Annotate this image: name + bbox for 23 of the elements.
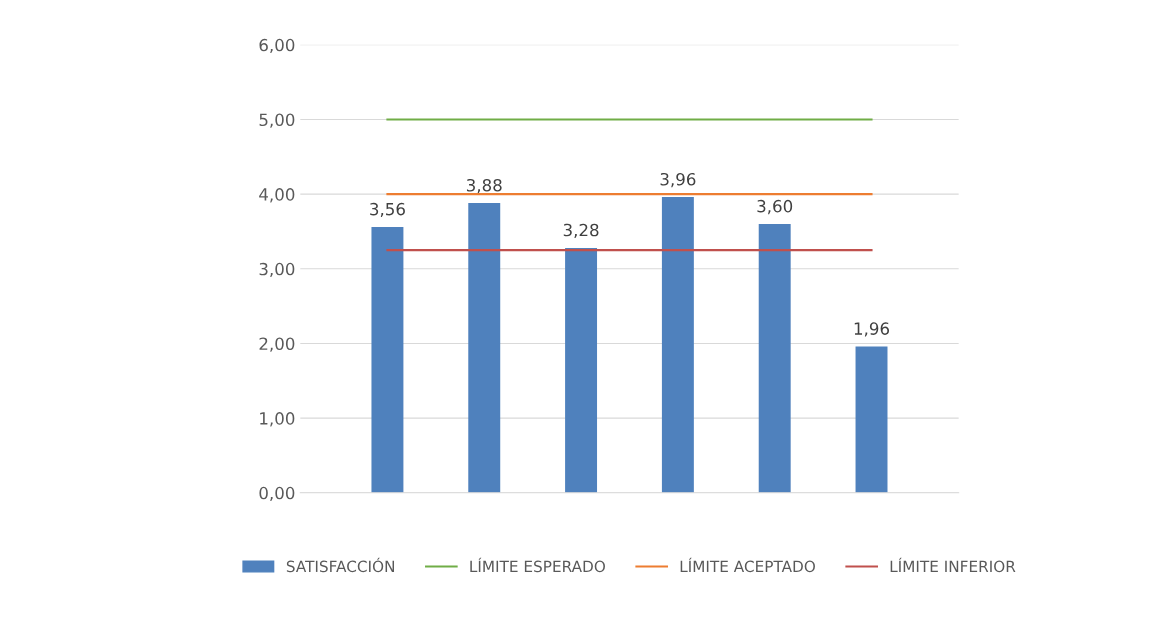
y-tick-label: 4,00: [259, 188, 295, 203]
bar: [855, 346, 888, 493]
y-tick-label: 6,00: [259, 38, 295, 54]
bar: [661, 197, 694, 493]
y-tick-label: 3,00: [259, 262, 295, 278]
y-tick-label: 1,00: [260, 412, 295, 427]
y-tick-label: 2,00: [259, 337, 295, 352]
data-label: 3,88: [466, 178, 502, 194]
bar: [468, 203, 501, 493]
y-tick-label: 5,00: [259, 113, 295, 128]
y-tick-label: 0,00: [259, 486, 295, 502]
data-label: 3,56: [370, 202, 405, 218]
data-label: 3,28: [563, 223, 599, 239]
legend-label: SATISFACCIÓN: [286, 557, 395, 573]
legend-label: LÍMITE INFERIOR: [890, 557, 1016, 573]
data-label: 3,60: [757, 199, 793, 215]
bar: [371, 226, 404, 493]
bar: [758, 224, 791, 493]
bar: [565, 247, 598, 493]
data-label: 1,96: [854, 322, 890, 337]
data-label: 3,96: [660, 172, 696, 188]
legend-label: LÍMITE ESPERADO: [470, 557, 605, 573]
legend-label: LÍMITE ACEPTADO: [680, 557, 815, 573]
